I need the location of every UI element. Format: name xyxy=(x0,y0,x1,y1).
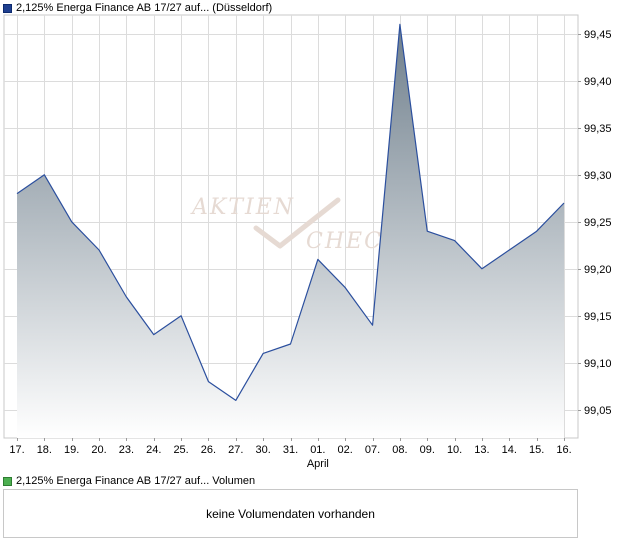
x-tick-label: 14. xyxy=(502,444,517,456)
x-tick-label: 19. xyxy=(64,444,79,456)
volume-legend-label: 2,125% Energa Finance AB 17/27 auf... Vo… xyxy=(16,475,256,487)
x-tick-label: 24. xyxy=(146,444,161,456)
volume-legend: 2,125% Energa Finance AB 17/27 auf... Vo… xyxy=(3,474,255,488)
y-tick-label: 99,05 xyxy=(584,405,612,417)
x-tick-label: 30. xyxy=(256,444,271,456)
x-tick-label: 08. xyxy=(392,444,407,456)
x-tick-label: 13. xyxy=(474,444,489,456)
x-tick-label: 27. xyxy=(228,444,243,456)
y-tick-label: 99,45 xyxy=(584,29,612,41)
price-legend-label: 2,125% Energa Finance AB 17/27 auf... (D… xyxy=(16,2,273,14)
x-tick-label: 26. xyxy=(201,444,216,456)
x-tick-label: 10. xyxy=(447,444,462,456)
x-tick-label: 01. xyxy=(310,444,325,456)
y-tick-label: 99,15 xyxy=(584,311,612,323)
watermark-check-mark xyxy=(253,197,341,249)
x-tick-label: 09. xyxy=(420,444,435,456)
volume-empty-message: keine Volumendaten vorhanden xyxy=(206,506,375,521)
price-chart: AKTIENCHECK99,0599,1099,1599,2099,2599,3… xyxy=(3,14,612,470)
volume-panel: keine Volumendaten vorhanden xyxy=(3,489,578,538)
y-tick-label: 99,30 xyxy=(584,170,612,182)
x-tick-label: 20. xyxy=(91,444,106,456)
y-tick-label: 99,35 xyxy=(584,123,612,135)
y-tick-label: 99,10 xyxy=(584,358,612,370)
volume-legend-swatch xyxy=(3,476,12,486)
price-legend: 2,125% Energa Finance AB 17/27 auf... (D… xyxy=(3,1,272,15)
x-tick-label: 18. xyxy=(37,444,52,456)
x-tick-label: 23. xyxy=(119,444,134,456)
x-month-label: April xyxy=(307,458,329,470)
x-tick-label: 31. xyxy=(283,444,298,456)
y-tick-label: 99,25 xyxy=(584,217,612,229)
x-tick-label: 25. xyxy=(173,444,188,456)
price-line xyxy=(16,23,565,401)
x-tick-label: 17. xyxy=(9,444,24,456)
x-tick-label: 15. xyxy=(529,444,544,456)
price-legend-swatch xyxy=(3,3,12,13)
x-tick-label: 07. xyxy=(365,444,380,456)
x-tick-label: 16. xyxy=(556,444,571,456)
x-tick-label: 02. xyxy=(338,444,353,456)
y-tick-label: 99,40 xyxy=(584,76,612,88)
watermark-aktien: AKTIEN xyxy=(190,195,295,220)
y-tick-label: 99,20 xyxy=(584,264,612,276)
